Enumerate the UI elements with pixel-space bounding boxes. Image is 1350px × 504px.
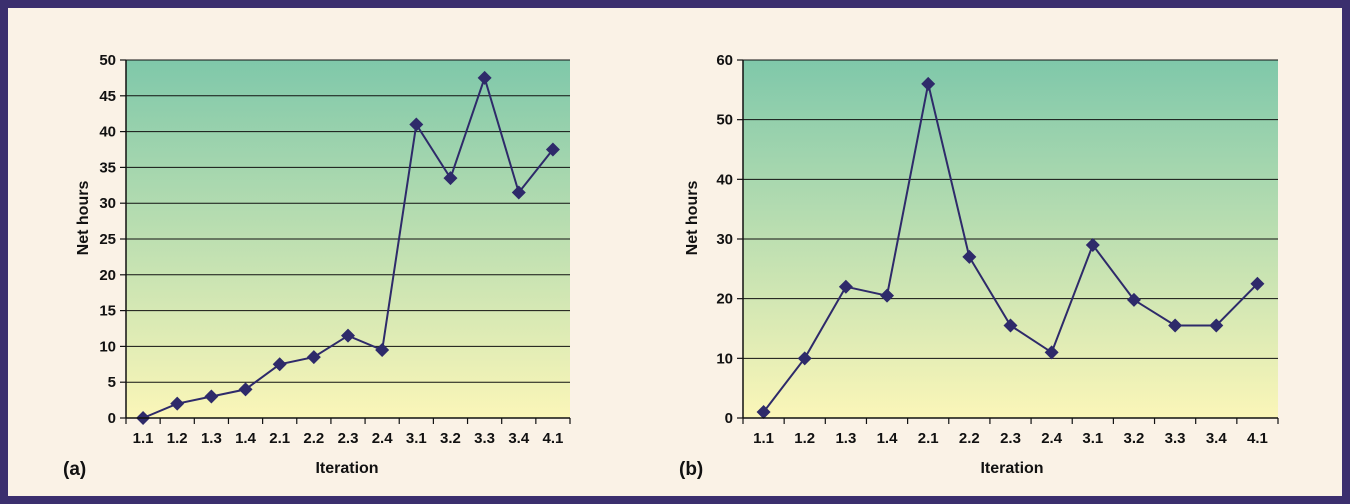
chart-b-point <box>1003 318 1018 333</box>
chart-b: 0 10 20 30 40 50 60 1.1 1.2 1.3 1.4 2.1 2.2 2.3 2.4 3.… <box>679 52 1279 480</box>
chart-b-point <box>1250 276 1265 291</box>
chart-a-y-tick-label: 50 <box>99 52 116 69</box>
chart-a-x-tick-label: 3.2 <box>440 430 461 447</box>
chart-b-x-tick-label: 2.2 <box>959 430 980 447</box>
chart-a-point <box>545 142 560 157</box>
chart-b-point <box>1085 237 1100 252</box>
chart-a-x-axis-label: Iteration <box>315 460 378 477</box>
chart-a-y-tick-label: 30 <box>99 195 116 212</box>
chart-a-x-tick-label: 2.1 <box>269 430 290 447</box>
chart-b-point <box>1209 318 1224 333</box>
chart-a-gridlines <box>126 59 570 383</box>
chart-b-x-tick-label: 3.2 <box>1124 430 1145 447</box>
chart-a-y-tick-label: 5 <box>108 374 116 391</box>
chart-a-x-tick-label: 1.4 <box>235 430 257 447</box>
figure-svg: 0 5 10 15 20 25 30 35 40 45 50 1.1 1.2 1.3 1.4 2.1 2.2 2… <box>63 52 1279 480</box>
chart-b-x-tick-label: 3.3 <box>1165 430 1186 447</box>
chart-b-y-axis-label: Net hours <box>684 181 701 256</box>
chart-a-point <box>375 342 390 357</box>
chart-a-x-tick-label: 3.3 <box>474 430 495 447</box>
chart-b-x-axis-label: Iteration <box>980 460 1043 477</box>
chart-b-point <box>838 279 853 294</box>
chart-a-point <box>204 389 219 404</box>
chart-a-point <box>477 70 492 85</box>
chart-b-x-tick-label: 1.1 <box>753 430 774 447</box>
chart-a-x-tick-label: 3.1 <box>406 430 427 447</box>
chart-b-x-tick-label: 3.1 <box>1082 430 1103 447</box>
chart-b-x-tick-label: 4.1 <box>1247 430 1268 447</box>
chart-a-x-tick-label: 2.2 <box>303 430 324 447</box>
chart-b-x-tick-label: 2.3 <box>1000 430 1021 447</box>
chart-a-y-tick-label: 35 <box>99 159 116 176</box>
chart-a-point <box>170 396 185 411</box>
chart-a-y-tick-label: 45 <box>99 88 116 105</box>
chart-a-x-tick-label: 1.3 <box>201 430 222 447</box>
chart-a-y-tick-label: 25 <box>99 231 116 248</box>
chart-b-y-tick-label: 10 <box>716 350 733 367</box>
chart-a-point <box>238 382 253 397</box>
chart-a-point <box>409 117 424 132</box>
chart-a-point <box>511 185 526 200</box>
chart-b-point <box>880 288 895 303</box>
chart-b-x-tick-label: 3.4 <box>1206 430 1228 447</box>
chart-b-point <box>1044 345 1059 360</box>
chart-b-x-tick-label: 2.1 <box>918 430 939 447</box>
chart-b-y-tick-label: 40 <box>716 171 733 188</box>
chart-a-point <box>306 350 321 365</box>
chart-a-y-tick-label: 0 <box>108 410 116 427</box>
chart-b-x-tick-label: 2.4 <box>1041 430 1063 447</box>
chart-b-point <box>1126 292 1141 307</box>
panel-label-a: (a) <box>63 459 86 480</box>
chart-a-y-tick-label: 20 <box>99 267 116 284</box>
chart-b-point <box>756 405 771 420</box>
chart-a-markers <box>136 70 560 425</box>
chart-b-x-tick-label: 1.2 <box>794 430 815 447</box>
chart-b-y-tick-label: 50 <box>716 112 733 129</box>
chart-b-point <box>1168 318 1183 333</box>
chart-a-y-axis-label: Net hours <box>75 181 92 256</box>
chart-a-point <box>341 328 355 343</box>
chart-a-x-tick-label: 2.3 <box>338 430 359 447</box>
chart-a-y-tick-label: 15 <box>99 303 116 320</box>
chart-b-x-tick-label: 1.4 <box>877 430 899 447</box>
chart-a-y-tick-label: 40 <box>99 124 116 141</box>
chart-a-x-ticks: 1.1 1.2 1.3 1.4 2.1 2.2 2.3 2.4 3.1 3.2 3.3 3.4 4.1 <box>125 418 571 447</box>
chart-b-point <box>962 249 977 264</box>
chart-b-x-tick-label: 1.3 <box>835 430 856 447</box>
chart-b-x-ticks: 1.1 1.2 1.3 1.4 2.1 2.2 2.3 2.4 3.1 3.2 3.3 3.4 4.1 <box>742 418 1279 447</box>
chart-a-x-tick-label: 1.1 <box>133 430 154 447</box>
chart-b-y-tick-label: 60 <box>716 52 733 69</box>
chart-a-y-tick-label: 10 <box>99 338 116 355</box>
chart-b-point <box>921 76 936 91</box>
chart-a-x-tick-label: 4.1 <box>542 430 563 447</box>
chart-b-markers <box>756 76 1265 420</box>
chart-b-y-tick-label: 30 <box>716 231 733 248</box>
chart-a-point <box>443 171 458 186</box>
chart-a-y-ticks: 0 5 10 15 20 25 30 35 40 45 50 <box>99 52 126 427</box>
chart-a-x-tick-label: 2.4 <box>372 430 394 447</box>
chart-b-y-ticks: 0 10 20 30 40 50 60 <box>716 52 743 427</box>
chart-b-gridlines <box>743 59 1278 359</box>
chart-a-x-tick-label: 3.4 <box>508 430 530 447</box>
chart-a: 0 5 10 15 20 25 30 35 40 45 50 1.1 1.2 1.3 1.4 2.1 2.2 2… <box>63 52 571 480</box>
chart-b-y-tick-label: 0 <box>725 410 733 427</box>
chart-a-x-tick-label: 1.2 <box>167 430 188 447</box>
chart-b-y-tick-label: 20 <box>716 291 733 308</box>
chart-b-point <box>797 351 812 366</box>
chart-a-point <box>272 357 287 372</box>
panel-label-b: (b) <box>679 459 703 480</box>
